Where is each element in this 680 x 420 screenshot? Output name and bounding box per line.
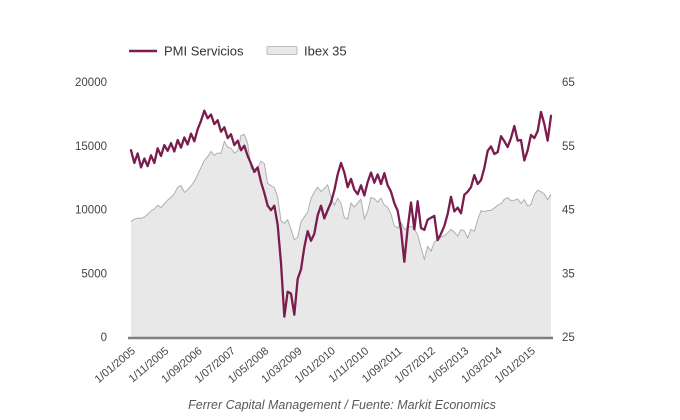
right-axis-ticks: 65 55 45 35 25 (562, 77, 575, 344)
legend-ibex-label: Ibex 35 (304, 44, 347, 59)
left-axis-tick: 20000 (75, 77, 107, 89)
x-axis-ticks: 1/01/20051/11/20051/09/20061/07/20071/05… (93, 345, 538, 386)
left-axis-ticks: 20000 15000 10000 5000 0 (75, 77, 107, 344)
legend-pmi-label: PMI Servicios (164, 44, 244, 59)
legend: PMI Servicios Ibex 35 (129, 44, 347, 59)
right-axis-tick: 25 (562, 332, 575, 344)
pmi-line-layer (129, 109, 553, 318)
left-axis-tick: 10000 (75, 205, 107, 217)
right-axis-tick: 55 (562, 141, 575, 153)
legend-ibex-area-swatch (266, 46, 298, 55)
ibex-area (131, 134, 551, 337)
left-axis-tick: 5000 (81, 268, 107, 280)
right-axis-tick: 35 (562, 268, 575, 280)
right-axis-tick: 65 (562, 77, 575, 89)
pmi-line (129, 109, 553, 318)
left-axis-tick: 15000 (75, 141, 107, 153)
right-axis-tick: 45 (562, 205, 575, 217)
footer-caption: Ferrer Capital Management / Fuente: Mark… (188, 398, 496, 412)
left-axis-tick: 0 (101, 332, 107, 344)
ibex-area-outline (130, 133, 552, 262)
ibex-area-layer (130, 133, 552, 337)
